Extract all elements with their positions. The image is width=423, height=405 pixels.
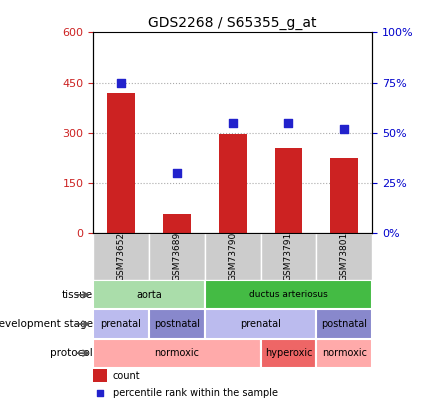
Text: GSM73790: GSM73790 xyxy=(228,232,237,281)
Point xyxy=(96,389,103,396)
Point xyxy=(118,79,124,86)
Text: GSM73791: GSM73791 xyxy=(284,232,293,281)
Text: postnatal: postnatal xyxy=(154,319,200,329)
Bar xyxy=(316,339,372,368)
Text: postnatal: postnatal xyxy=(321,319,367,329)
Text: count: count xyxy=(113,371,140,381)
Bar xyxy=(107,92,135,233)
Text: development stage: development stage xyxy=(0,319,93,329)
Bar xyxy=(330,158,358,233)
Text: ductus arteriosus: ductus arteriosus xyxy=(249,290,328,299)
Text: hyperoxic: hyperoxic xyxy=(265,348,312,358)
Text: percentile rank within the sample: percentile rank within the sample xyxy=(113,388,277,398)
Bar xyxy=(205,309,316,339)
Bar xyxy=(149,233,205,280)
Text: protocol: protocol xyxy=(50,348,93,358)
Bar xyxy=(275,148,302,233)
Text: GSM73689: GSM73689 xyxy=(172,232,181,281)
Text: GSM73652: GSM73652 xyxy=(116,232,126,281)
Bar xyxy=(163,215,191,233)
Bar xyxy=(261,233,316,280)
Bar xyxy=(93,339,261,368)
Bar xyxy=(93,369,107,382)
Bar xyxy=(93,280,205,309)
Bar xyxy=(205,233,261,280)
Bar xyxy=(261,339,316,368)
Text: prenatal: prenatal xyxy=(101,319,141,329)
Point xyxy=(229,119,236,126)
Bar xyxy=(219,134,247,233)
Title: GDS2268 / S65355_g_at: GDS2268 / S65355_g_at xyxy=(148,16,317,30)
Point xyxy=(285,119,292,126)
Text: normoxic: normoxic xyxy=(322,348,367,358)
Bar xyxy=(93,233,149,280)
Point xyxy=(173,169,180,176)
Bar xyxy=(316,309,372,339)
Text: aorta: aorta xyxy=(136,290,162,300)
Bar xyxy=(93,309,149,339)
Text: GSM73801: GSM73801 xyxy=(340,232,349,281)
Bar xyxy=(316,233,372,280)
Point xyxy=(341,126,348,132)
Bar xyxy=(205,280,372,309)
Text: tissue: tissue xyxy=(62,290,93,300)
Text: normoxic: normoxic xyxy=(154,348,199,358)
Bar xyxy=(149,309,205,339)
Text: prenatal: prenatal xyxy=(240,319,281,329)
